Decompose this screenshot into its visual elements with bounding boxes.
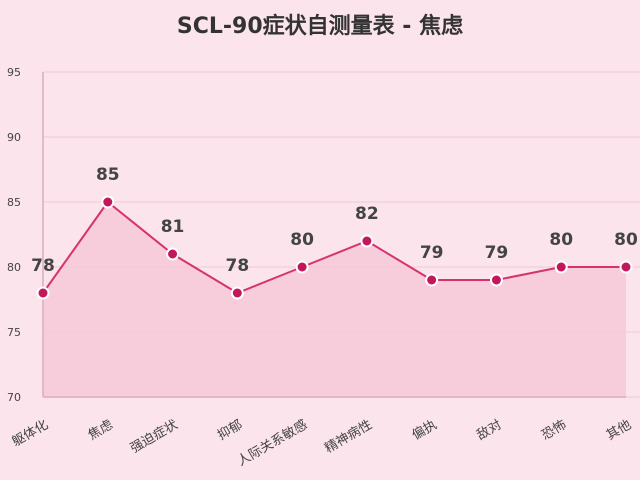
y-tick-labels: 70 75 80 85 90 95 [7,66,21,404]
x-tick-label: 敌对 [474,417,504,443]
data-point [360,234,374,248]
series-polyline [42,200,626,295]
x-tick-label: 强迫症状 [128,417,181,456]
data-point [295,260,309,274]
data-label: 80 [290,230,314,250]
y-tick-label: 85 [7,196,21,209]
data-label: 85 [96,165,120,185]
x-tick-label: 焦虑 [86,417,116,443]
data-point [425,273,439,287]
data-point [554,260,568,274]
y-tick-label: 75 [7,326,21,339]
y-tick-label: 80 [7,261,21,274]
data-point [166,247,180,261]
data-point [230,286,244,300]
data-labels: 78 85 81 78 80 82 79 79 80 80 [31,165,638,276]
y-tick-label: 95 [7,66,21,79]
x-tick-label: 人际关系敏感 [235,417,311,470]
data-label: 78 [31,256,55,276]
data-point [36,286,50,300]
chart-title: SCL-90症状自测量表 - 焦虑 [176,14,464,39]
axes [42,72,626,398]
data-label: 80 [614,230,638,250]
x-tick-label: 其他 [604,417,634,443]
data-points [36,195,633,300]
area-fill [43,202,626,397]
data-label: 80 [549,230,573,250]
x-tick-label: 恐怖 [539,417,570,444]
data-label: 79 [420,243,444,263]
data-point [489,273,503,287]
data-label: 78 [225,256,249,276]
y-tick-label: 90 [7,131,21,144]
x-tick-label: 精神病性 [322,417,375,456]
data-point [619,260,633,274]
data-label: 81 [161,217,185,237]
data-point [101,195,115,209]
y-tick-label: 70 [7,391,21,404]
series-line [42,200,626,295]
area-path [43,202,626,397]
data-label: 82 [355,204,379,224]
data-label: 79 [485,243,509,263]
x-tick-label: 抑郁 [215,417,245,443]
x-tick-label: 躯体化 [9,417,51,450]
x-tick-label: 偏执 [410,417,440,443]
